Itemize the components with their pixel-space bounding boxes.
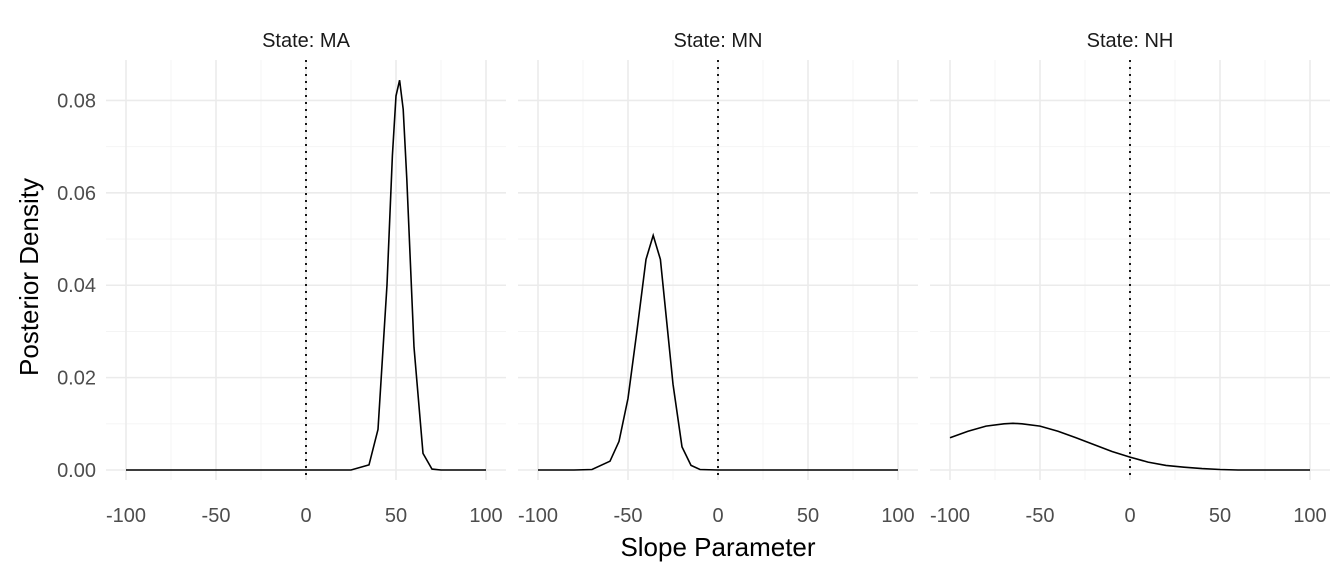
x-axis-title: Slope Parameter	[620, 532, 815, 562]
density-curve	[538, 232, 898, 471]
y-tick-label: 0.04	[57, 275, 96, 297]
x-tick-label: -50	[202, 505, 231, 527]
y-tick-label: 0.08	[57, 90, 96, 112]
facet-strip-label: State: MN	[674, 30, 763, 52]
x-tick-label: 50	[385, 505, 407, 527]
x-tick-label: 0	[1124, 505, 1135, 527]
x-tick-label: -50	[1026, 505, 1055, 527]
x-tick-label: 100	[1293, 505, 1326, 527]
y-tick-label: 0.00	[57, 460, 96, 482]
x-tick-label: -100	[518, 505, 558, 527]
x-tick-label: -100	[106, 505, 146, 527]
facet-strip-label: State: MA	[262, 30, 350, 52]
x-tick-label: -100	[930, 505, 970, 527]
x-tick-label: -50	[614, 505, 643, 527]
y-tick-label: 0.02	[57, 368, 96, 390]
x-tick-label: 50	[797, 505, 819, 527]
facet-strip-label: State: NH	[1087, 30, 1174, 52]
x-tick-label: 50	[1209, 505, 1231, 527]
y-tick-label: 0.06	[57, 183, 96, 205]
y-axis-title: Posterior Density	[14, 178, 44, 376]
x-tick-label: 0	[712, 505, 723, 527]
x-tick-label: 100	[469, 505, 502, 527]
density-curve	[949, 422, 1310, 471]
density-curve	[126, 80, 486, 471]
x-tick-label: 100	[881, 505, 914, 527]
x-tick-label: 0	[300, 505, 311, 527]
